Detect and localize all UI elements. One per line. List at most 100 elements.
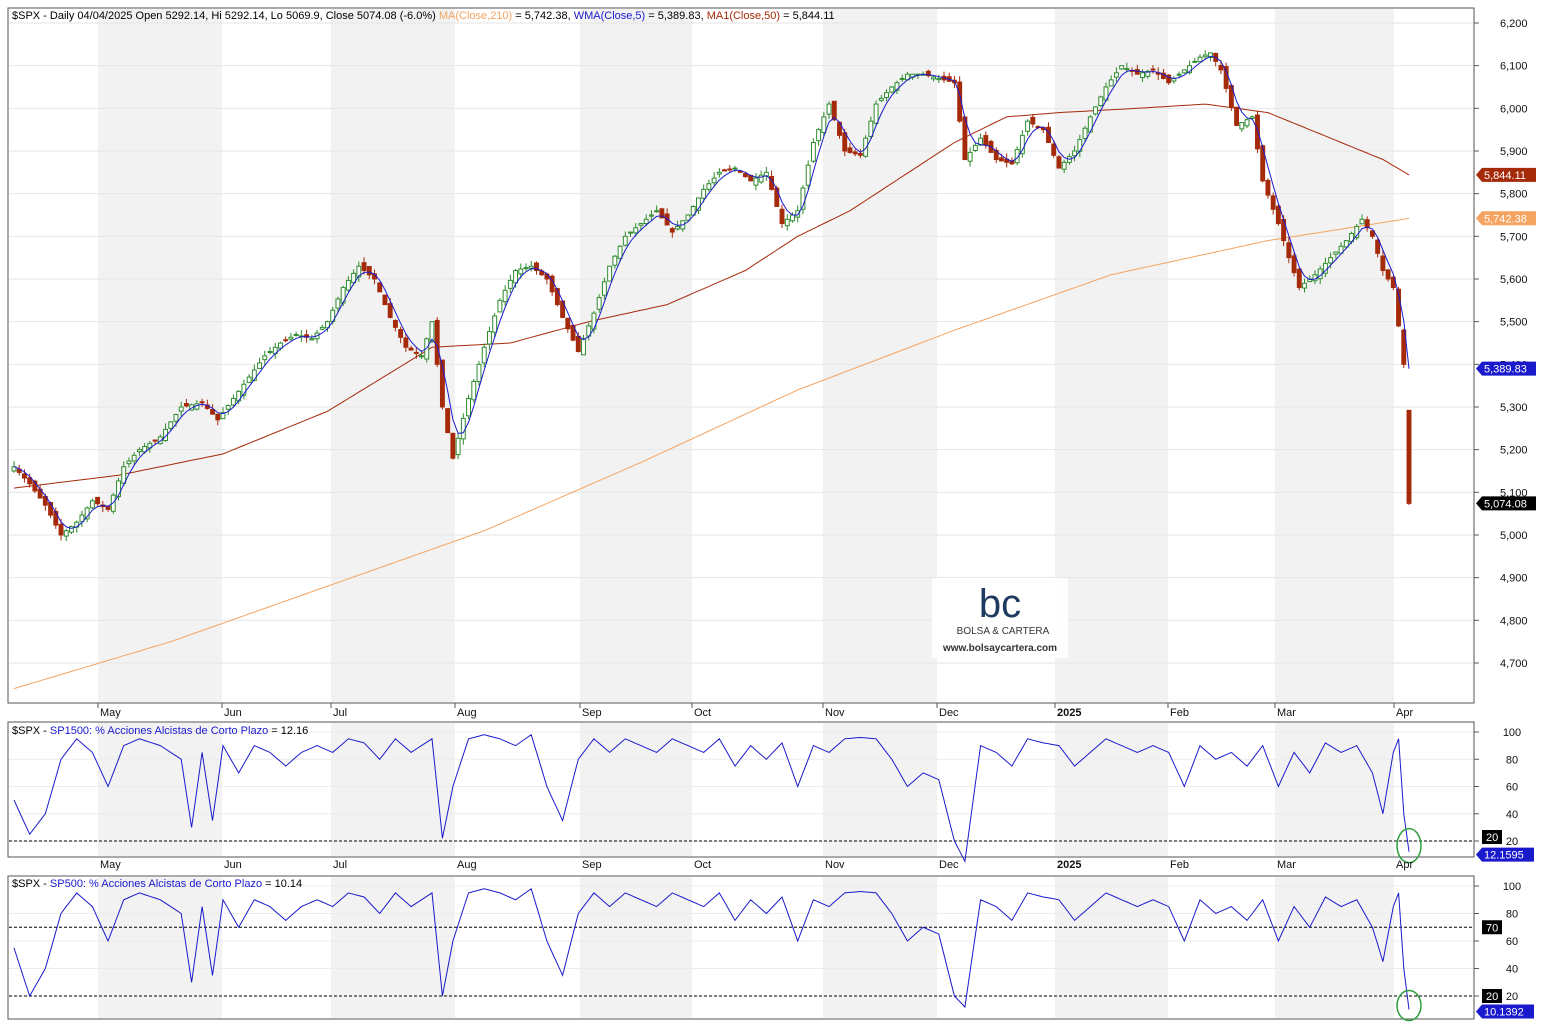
candle-body	[48, 502, 54, 516]
candle-body	[805, 164, 811, 186]
candle-body	[1255, 114, 1260, 150]
candle-body	[1385, 269, 1391, 280]
sp500-tick-label: 100	[1503, 881, 1521, 893]
candle-body	[1082, 127, 1088, 139]
month-label: Aug	[457, 859, 477, 871]
sp500-value-tag-bg	[1476, 1004, 1534, 1019]
month-label: 2025	[1057, 707, 1081, 719]
candle-body	[366, 266, 372, 276]
candle-body	[1286, 242, 1292, 259]
candle-body	[622, 235, 628, 246]
candle-body	[1150, 68, 1156, 71]
month-band	[823, 723, 937, 856]
price-tick-label: 6,100	[1500, 61, 1528, 73]
candle-body	[408, 347, 414, 351]
candle-body	[601, 281, 607, 296]
candle-body	[445, 408, 451, 434]
candle-body	[283, 339, 289, 342]
sp500-upper-tag-bg	[1482, 920, 1502, 935]
candle-body	[377, 282, 383, 293]
candle-body	[727, 168, 733, 171]
candle-body	[863, 137, 869, 157]
close-tag-bg	[1476, 496, 1536, 511]
month-label: Oct	[694, 859, 711, 871]
sp500-lower-tag-bg	[1482, 989, 1502, 1003]
candle-body	[27, 477, 33, 485]
grid-lines	[9, 22, 1473, 997]
month-label: Sep	[582, 707, 602, 719]
wma5-tag-bg	[1476, 361, 1536, 376]
wma5-tag-text: 5,389.83	[1484, 364, 1527, 376]
candle-body	[439, 359, 445, 408]
candle-body	[737, 170, 743, 173]
candle-body	[1019, 134, 1025, 155]
candle-body	[1061, 161, 1067, 170]
month-label: Feb	[1170, 859, 1189, 871]
ma50-tag: 5,844.11	[1476, 167, 1536, 182]
price-tick-label: 5,300	[1500, 402, 1528, 414]
month-label: Jun	[224, 859, 242, 871]
candle-body	[304, 334, 310, 338]
candle-body	[1328, 257, 1334, 264]
candle-body	[225, 405, 231, 410]
month-label: Jul	[333, 859, 347, 871]
candle-body	[1380, 255, 1386, 271]
candle-body	[722, 169, 728, 172]
candle-body	[800, 187, 806, 210]
candle-body	[1134, 69, 1140, 75]
candle-body	[1406, 409, 1412, 504]
candle-body	[95, 496, 101, 505]
candle-body	[121, 466, 127, 484]
candle-body	[513, 269, 519, 284]
sp1500-value-tag-text: 12.1595	[1484, 850, 1524, 862]
candle-body	[152, 439, 158, 442]
month-label: Apr	[1396, 707, 1413, 719]
candle-body	[1359, 218, 1365, 225]
month-band	[1275, 877, 1394, 1018]
month-label: 2025	[1057, 859, 1081, 871]
month-label: Oct	[694, 707, 711, 719]
candle-body	[178, 406, 184, 412]
candle-body	[403, 337, 409, 348]
candle-body	[972, 144, 978, 152]
candle-body	[732, 167, 738, 170]
candle-body	[894, 82, 900, 91]
month-band	[580, 723, 692, 856]
candle-body	[1124, 68, 1130, 71]
candle-body	[1030, 116, 1036, 125]
axes-layer: May May Jun Jun Jul Jul Aug Aug Sep Sep Oct Oct Nov N…	[97, 18, 1536, 1019]
sp1500-highlight-circle	[1396, 827, 1422, 864]
candle-body	[999, 157, 1004, 162]
candle-body	[596, 296, 602, 310]
month-label: Jun	[224, 707, 242, 719]
candle-body	[1009, 160, 1015, 165]
price-tick-label: 5,000	[1500, 530, 1528, 542]
sp1500-value-tag: 12.1595	[1476, 847, 1534, 862]
candle-body	[1056, 156, 1062, 169]
month-label: May	[100, 859, 121, 871]
month-label: Apr	[1396, 859, 1413, 871]
logo-url: www.bolsaycartera.com	[942, 643, 1057, 654]
price-tick-label: 5,500	[1500, 317, 1528, 329]
candle-body	[1333, 251, 1339, 255]
candle-body	[743, 173, 748, 178]
candle-body	[1396, 288, 1402, 327]
header-wma5-value: = 5,389.83,	[648, 10, 703, 22]
header-ma210-label: MA(Close,210)	[439, 10, 512, 22]
candle-body	[1202, 54, 1208, 58]
candle-body	[89, 500, 95, 509]
candle-body	[753, 177, 759, 186]
candle-body	[79, 514, 85, 523]
candle-body	[1093, 106, 1098, 115]
wma5-tag: 5,389.83	[1476, 361, 1536, 376]
candle-body	[842, 132, 848, 152]
candle-body	[434, 319, 440, 365]
price-tick-label: 5,900	[1500, 146, 1528, 158]
ma210-tag: 5,742.38	[1476, 211, 1536, 226]
candle-body	[1296, 268, 1302, 289]
candle-body	[889, 86, 895, 93]
candle-body	[716, 171, 722, 175]
price-tick-label: 6,200	[1500, 18, 1528, 30]
header-ma50-value: = 5,844.11	[783, 10, 834, 22]
candle-body	[210, 408, 215, 415]
